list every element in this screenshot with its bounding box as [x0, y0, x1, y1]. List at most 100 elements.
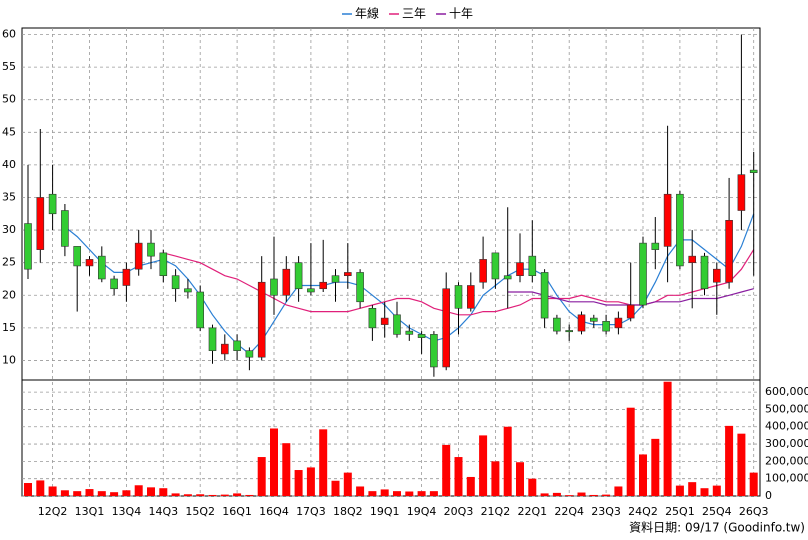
y-tick-label: 35	[2, 190, 16, 203]
legend-label: 十年	[449, 7, 473, 21]
candle-body	[725, 219, 733, 283]
volume-bar	[639, 454, 647, 496]
candle-body	[98, 255, 106, 280]
volume-bar	[147, 487, 155, 496]
volume-bar	[651, 438, 660, 496]
candle-body	[196, 291, 204, 329]
volume-bar	[405, 491, 414, 496]
volume-tick-label: 300,000	[765, 437, 808, 450]
candle-body	[466, 285, 475, 309]
volume-tick-label: 500,000	[765, 402, 808, 415]
candle-body	[134, 242, 143, 270]
legend-label: 年線	[355, 6, 379, 21]
candle-body	[626, 304, 635, 319]
volume-bar	[516, 462, 524, 496]
candle-body	[393, 314, 401, 335]
y-tick-label: 50	[2, 93, 16, 106]
volume-bar	[282, 443, 291, 496]
volume-tick-label: 200,000	[765, 454, 808, 467]
volume-bar	[602, 494, 611, 496]
candle-body	[368, 307, 377, 329]
volume-bar	[331, 480, 340, 496]
volume-bar	[528, 478, 537, 496]
y-tick-label: 15	[2, 321, 16, 334]
candle-body	[491, 252, 500, 280]
x-tick-label: 19Q1	[370, 505, 400, 518]
candle-body	[343, 272, 352, 277]
volume-bar	[73, 491, 82, 496]
candle-body	[516, 262, 524, 277]
candle-body	[245, 350, 254, 358]
x-tick-label: 23Q3	[591, 505, 621, 518]
candle-body	[614, 317, 623, 329]
y-tick-label: 60	[2, 28, 16, 41]
volume-bar	[479, 435, 488, 496]
candle-body	[356, 272, 364, 303]
volume-bar	[60, 490, 69, 496]
candle-body	[270, 278, 278, 296]
volume-bar	[540, 493, 549, 496]
volume-bar	[380, 489, 389, 496]
candle-body	[36, 197, 45, 250]
candle-body	[48, 193, 57, 215]
candle-body	[319, 281, 328, 290]
volume-bar	[577, 492, 586, 496]
volume-bar	[356, 486, 365, 496]
volume-bar	[565, 495, 574, 496]
candle-body	[294, 262, 303, 290]
x-tick-label: 25Q1	[665, 505, 695, 518]
candle-body	[700, 255, 709, 290]
candle-body	[651, 242, 660, 250]
volume-bar	[306, 467, 315, 496]
candle-body	[171, 275, 180, 290]
candle-body	[430, 334, 438, 368]
volume-bar	[429, 491, 438, 496]
y-tick-label: 55	[2, 60, 16, 73]
candle-body	[208, 327, 217, 351]
candle-body	[307, 288, 315, 293]
y-tick-label: 25	[2, 256, 16, 269]
candle-body	[737, 174, 746, 211]
volume-bar	[24, 483, 32, 496]
volume-bar	[614, 486, 623, 496]
candle-body	[257, 281, 266, 358]
candle-body	[577, 314, 586, 332]
candle-body	[282, 268, 291, 296]
candle-body	[589, 317, 598, 322]
volume-bar	[48, 486, 57, 496]
y-tick-label: 20	[2, 288, 16, 301]
candle-body	[221, 343, 229, 355]
volume-bar	[675, 485, 684, 496]
x-tick-label: 14Q3	[148, 505, 178, 518]
x-tick-label: 16Q1	[222, 505, 252, 518]
candle-body	[233, 340, 241, 351]
volume-bar	[589, 494, 598, 496]
volume-bar	[196, 494, 205, 496]
x-tick-label: 12Q2	[38, 505, 68, 518]
volume-bar	[183, 494, 192, 496]
volume-bar	[85, 489, 94, 496]
candle-body	[122, 268, 131, 286]
x-tick-label: 13Q4	[112, 505, 142, 518]
candle-body	[184, 288, 192, 293]
candle-body	[749, 169, 758, 174]
y-tick-label: 10	[2, 353, 16, 366]
candle-body	[442, 288, 451, 368]
x-tick-label: 22Q1	[517, 505, 547, 518]
volume-bar	[319, 429, 328, 496]
y-tick-label: 45	[2, 125, 16, 138]
volume-bar	[159, 488, 168, 496]
candle-body	[688, 255, 697, 263]
x-tick-label: 24Q2	[628, 505, 658, 518]
plot-frame	[21, 27, 761, 497]
volume-tick-label: 100,000	[765, 472, 808, 485]
candle-body	[159, 252, 168, 277]
candle-body	[417, 334, 426, 338]
volume-bar	[368, 491, 377, 496]
candle-body	[380, 317, 389, 325]
volume-bar	[454, 457, 463, 496]
x-tick-label: 16Q4	[259, 505, 289, 518]
volume-bar	[343, 472, 352, 496]
